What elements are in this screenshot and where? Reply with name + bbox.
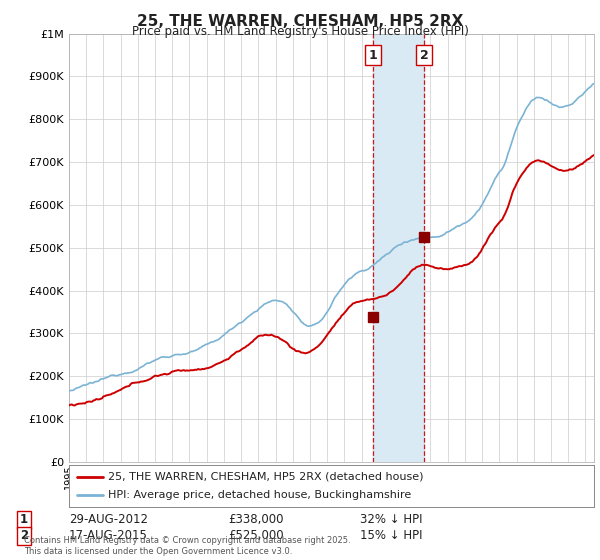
Text: 2: 2: [20, 529, 28, 543]
Text: 32% ↓ HPI: 32% ↓ HPI: [360, 513, 422, 526]
Bar: [373, 34, 424, 462]
Text: Price paid vs. HM Land Registry's House Price Index (HPI): Price paid vs. HM Land Registry's House …: [131, 25, 469, 38]
Text: 2: 2: [420, 49, 428, 62]
Text: 29-AUG-2012: 29-AUG-2012: [69, 513, 148, 526]
Text: HPI: Average price, detached house, Buckinghamshire: HPI: Average price, detached house, Buck…: [109, 490, 412, 500]
Text: £525,000: £525,000: [228, 529, 284, 543]
Text: 1: 1: [20, 513, 28, 526]
Text: 25, THE WARREN, CHESHAM, HP5 2RX: 25, THE WARREN, CHESHAM, HP5 2RX: [137, 14, 463, 29]
Text: 25, THE WARREN, CHESHAM, HP5 2RX (detached house): 25, THE WARREN, CHESHAM, HP5 2RX (detach…: [109, 472, 424, 482]
Text: £338,000: £338,000: [228, 513, 284, 526]
Text: Contains HM Land Registry data © Crown copyright and database right 2025.
This d: Contains HM Land Registry data © Crown c…: [24, 536, 350, 556]
Text: 1: 1: [368, 49, 377, 62]
Text: 15% ↓ HPI: 15% ↓ HPI: [360, 529, 422, 543]
Text: 17-AUG-2015: 17-AUG-2015: [69, 529, 148, 543]
